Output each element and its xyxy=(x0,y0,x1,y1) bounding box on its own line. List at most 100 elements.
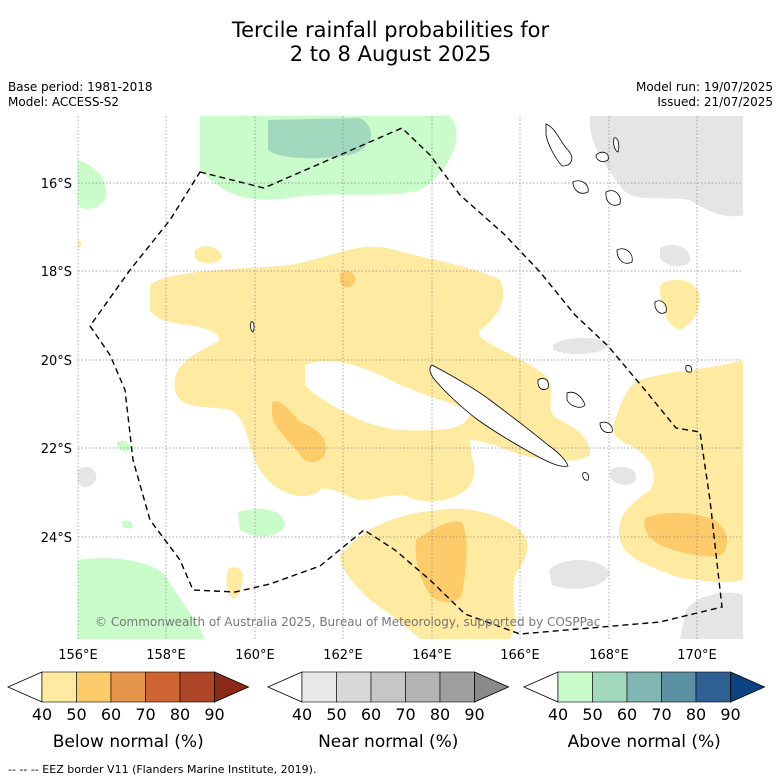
colorbar-cell xyxy=(626,671,662,703)
colorbar-cell xyxy=(76,671,112,703)
above-normal-area xyxy=(268,118,371,159)
above-normal-area xyxy=(117,440,131,452)
colorbar: 40 50 60 70 80 90 Above normal (%) xyxy=(523,671,766,752)
latitude-tick-label: 18°S xyxy=(41,265,72,280)
longitude-axis: 156°E 158°E 160°E 162°E 164°E 166°E 168°E 170°E xyxy=(58,648,717,663)
vanuatu-island xyxy=(616,248,633,264)
above-normal-area xyxy=(121,520,133,529)
below-normal-60-area xyxy=(272,401,327,463)
longitude-tick-label: 164°E xyxy=(412,648,452,663)
colorbar-cell xyxy=(110,671,146,703)
above-normal-area xyxy=(78,558,205,639)
graticule xyxy=(77,116,743,639)
vanuatu-island xyxy=(613,137,620,153)
colorbar-label: Below normal (%) xyxy=(53,732,204,752)
colorbar-tick-label: 70 xyxy=(135,705,155,724)
loyalty-island xyxy=(599,421,613,433)
colorbar-tick-label: 50 xyxy=(582,705,602,724)
below-normal-area xyxy=(78,239,82,249)
colorbar-tick-label: 60 xyxy=(101,705,121,724)
new-caledonia-landmass xyxy=(429,364,569,467)
longitude-tick-label: 166°E xyxy=(500,648,540,663)
probability-shading xyxy=(78,116,743,639)
colorbar-cell xyxy=(405,671,441,703)
colorbar-cell xyxy=(179,671,215,703)
model-run: Model run: 19/07/2025 xyxy=(635,80,773,94)
below-normal-area xyxy=(195,246,222,264)
longitude-tick-label: 158°E xyxy=(146,648,186,663)
eez-border xyxy=(89,127,723,635)
island xyxy=(685,365,693,373)
below-normal-area xyxy=(437,448,461,487)
colorbar-tick-label: 90 xyxy=(464,705,484,724)
colorbar: 40 50 60 70 80 90 Near normal (%) xyxy=(267,671,510,752)
above-normal-area xyxy=(78,160,106,209)
colorbar-cell xyxy=(557,671,593,703)
colorbar-tick-label: 90 xyxy=(204,705,224,724)
colorbar-cell xyxy=(592,671,628,703)
colorbar-arrow-high xyxy=(730,671,766,703)
issued-date: Issued: 21/07/2025 xyxy=(657,95,773,109)
colorbar-arrow-low xyxy=(523,671,559,703)
below-normal-area xyxy=(660,279,700,330)
below-normal-60-area xyxy=(644,512,727,557)
above-normal-area xyxy=(200,116,457,200)
colorbar-arrow-high xyxy=(474,671,510,703)
coastlines xyxy=(250,123,693,481)
colorbar-cell xyxy=(661,671,697,703)
title-line-1: Tercile rainfall probabilities for xyxy=(231,18,550,42)
latitude-tick-label: 16°S xyxy=(41,177,72,192)
longitude-tick-label: 168°E xyxy=(589,648,629,663)
island xyxy=(582,472,590,481)
above-normal-area xyxy=(238,508,285,537)
below-normal-60-area xyxy=(340,271,356,288)
colorbar-cell xyxy=(301,671,337,703)
title-line-2: 2 to 8 August 2025 xyxy=(289,42,492,66)
colorbar-cell xyxy=(336,671,372,703)
colorbar-label: Near normal (%) xyxy=(318,732,458,752)
colorbar-tick-label: 40 xyxy=(32,705,52,724)
colorbar-arrow-low xyxy=(7,671,43,703)
vanuatu-island xyxy=(654,300,667,314)
latitude-tick-label: 22°S xyxy=(41,442,72,457)
eez-footnote: -- -- -- EEZ border V11 (Flanders Marine… xyxy=(8,763,317,776)
colorbar-cell xyxy=(439,671,475,703)
colorbar-tick-label: 90 xyxy=(720,705,740,724)
latitude-tick-label: 24°S xyxy=(41,531,72,546)
colorbar-arrow-low xyxy=(267,671,303,703)
colorbar-tick-label: 40 xyxy=(548,705,568,724)
below-normal-area xyxy=(305,360,470,431)
colorbar-arrow-high xyxy=(214,671,250,703)
colorbar-tick-label: 60 xyxy=(361,705,381,724)
vanuatu-island xyxy=(595,151,609,163)
colorbar-cell xyxy=(41,671,77,703)
near-normal-area xyxy=(660,244,691,267)
loyalty-island xyxy=(566,391,586,408)
colorbar-tick-label: 80 xyxy=(430,705,450,724)
meta-right: Model run: 19/07/2025 Issued: 21/07/2025 xyxy=(636,80,773,110)
vanuatu-island xyxy=(545,123,573,167)
vanuatu-island xyxy=(605,190,621,206)
latitude-tick-label: 20°S xyxy=(41,354,72,369)
map-title: Tercile rainfall probabilities for 2 to … xyxy=(0,18,781,66)
colorbar-cell xyxy=(695,671,731,703)
colorbar-tick-label: 50 xyxy=(66,705,86,724)
near-normal-area xyxy=(549,560,610,589)
near-normal-area xyxy=(553,337,610,355)
near-normal-area xyxy=(78,466,97,487)
colorbar-tick-label: 50 xyxy=(326,705,346,724)
colorbar-tick-label: 80 xyxy=(686,705,706,724)
colorbar-cell xyxy=(370,671,406,703)
latitude-axis: 16°S 18°S 20°S 22°S 24°S xyxy=(41,177,72,546)
near-normal-area xyxy=(589,116,743,217)
colorbar-tick-label: 40 xyxy=(292,705,312,724)
below-normal-60-area xyxy=(415,521,467,603)
colorbar-tick-label: 70 xyxy=(651,705,671,724)
vanuatu-island xyxy=(572,180,589,194)
colorbar-tick-label: 60 xyxy=(617,705,637,724)
base-period: Base period: 1981-2018 xyxy=(8,80,153,94)
longitude-tick-label: 170°E xyxy=(677,648,717,663)
